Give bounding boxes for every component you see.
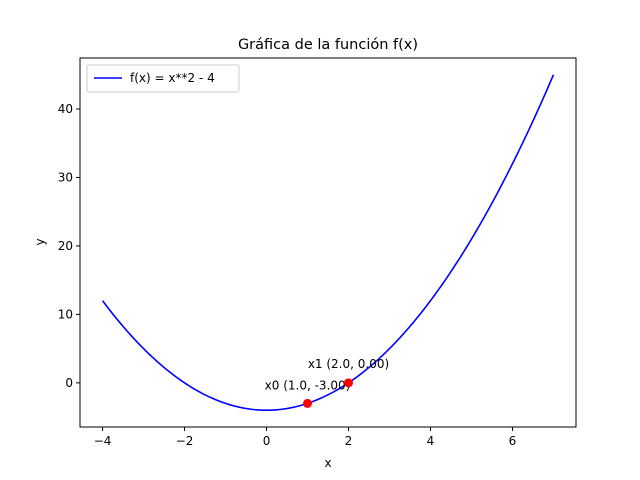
y-axis-label: y — [33, 238, 47, 245]
legend-box — [86, 64, 240, 93]
x-tick-label: 4 — [427, 434, 435, 448]
point-annotation: x1 (2.0, 0.00) — [308, 357, 389, 371]
x-tick-label: −4 — [94, 434, 112, 448]
point-marker — [343, 378, 353, 388]
x-tick-label: −2 — [176, 434, 194, 448]
y-tick-label: 20 — [58, 239, 73, 253]
legend: f(x) = x**2 - 4 — [86, 64, 240, 93]
chart-title: Gráfica de la función f(x) — [238, 37, 418, 53]
point-marker — [303, 398, 313, 408]
y-tick-label: 30 — [58, 170, 73, 184]
x-tick-label: 6 — [509, 434, 517, 448]
point-annotation: x0 (1.0, -3.00) — [265, 378, 351, 392]
x-axis-label: x — [324, 456, 331, 470]
legend-label: f(x) = x**2 - 4 — [130, 71, 215, 85]
x-tick-label: 0 — [263, 434, 271, 448]
y-tick-label: 0 — [65, 376, 73, 390]
y-tick-label: 10 — [58, 307, 73, 321]
y-axis: 0 10 20 30 40 — [58, 102, 80, 390]
x-axis: −4 −2 0 2 4 6 — [94, 427, 517, 448]
y-tick-label: 40 — [58, 102, 73, 116]
series-line — [101, 74, 555, 412]
plot-frame — [79, 57, 577, 428]
x-tick-label: 2 — [345, 434, 353, 448]
